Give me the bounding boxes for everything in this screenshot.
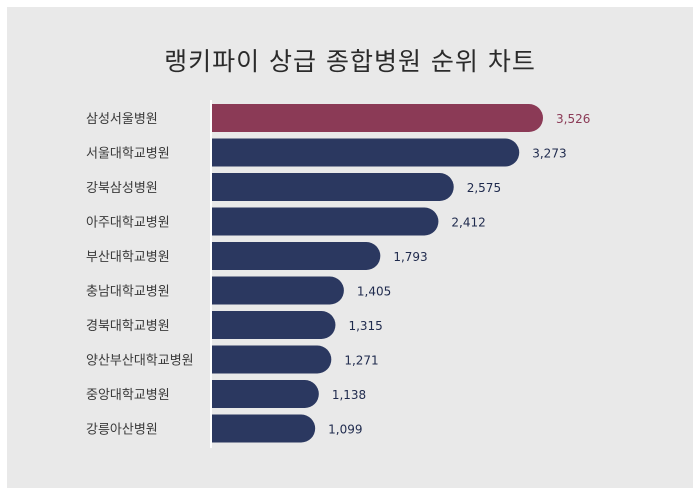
category-label: 강북삼성병원 bbox=[86, 181, 158, 196]
bar bbox=[212, 414, 316, 443]
category-label: 아주대학교병원 bbox=[86, 216, 170, 231]
chart-title: 랭키파이 상급 종합병원 순위 차트 bbox=[164, 47, 536, 76]
value-label: 1,315 bbox=[348, 319, 382, 333]
value-label: 1,099 bbox=[328, 423, 362, 437]
value-labels: 3,526 3,273 2,575 2,412 1,793 1,405 1,315 1,271… bbox=[328, 112, 590, 437]
category-label: 중앙대학교병원 bbox=[86, 388, 170, 403]
category-label: 강릉아산병원 bbox=[86, 423, 158, 438]
bar bbox=[212, 276, 344, 305]
category-label: 양산부산대학교병원 bbox=[86, 354, 194, 369]
category-label: 서울대학교병원 bbox=[86, 147, 170, 162]
value-label: 1,138 bbox=[332, 388, 366, 402]
bar bbox=[212, 311, 336, 339]
bar bbox=[212, 138, 520, 167]
value-label: 2,575 bbox=[467, 181, 501, 195]
bar-highlight bbox=[212, 104, 543, 132]
bars bbox=[212, 104, 543, 443]
value-label: 1,271 bbox=[344, 354, 378, 368]
value-label: 1,793 bbox=[393, 250, 427, 264]
category-label: 충남대학교병원 bbox=[86, 285, 170, 300]
category-label: 경북대학교병원 bbox=[86, 319, 170, 334]
category-label: 삼성서울병원 bbox=[86, 112, 158, 127]
value-label: 1,405 bbox=[357, 285, 391, 299]
category-labels: 삼성서울병원서울대학교병원강북삼성병원아주대학교병원부산대학교병원충남대학교병원… bbox=[86, 112, 194, 438]
bar bbox=[212, 173, 454, 201]
bar bbox=[212, 207, 439, 236]
value-label: 3,526 bbox=[556, 112, 590, 126]
value-label: 2,412 bbox=[451, 216, 485, 230]
bar bbox=[212, 242, 381, 270]
bar bbox=[212, 345, 332, 374]
bar bbox=[212, 380, 319, 408]
category-label: 부산대학교병원 bbox=[86, 250, 170, 265]
value-label: 3,273 bbox=[532, 147, 566, 161]
